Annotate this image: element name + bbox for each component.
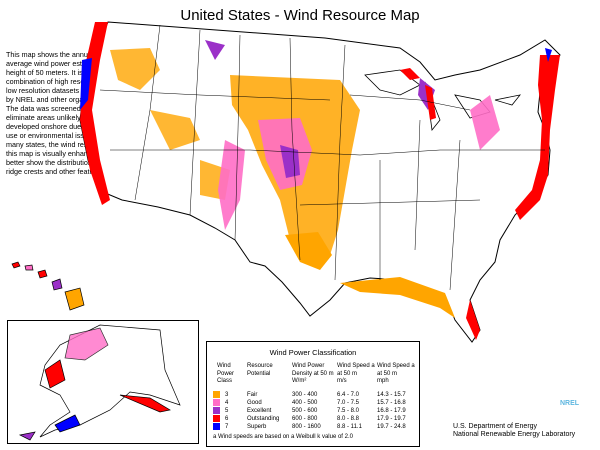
legend-row: 3 Fair 300 - 400 6.4 - 7.0 14.3 - 15.7 — [213, 391, 417, 399]
legend-speed-mph: 16.8 - 17.9 — [377, 408, 406, 414]
outstanding-florida — [466, 300, 480, 340]
legend-footnote: a Wind speeds are based on a Weibull k v… — [213, 434, 353, 440]
legend-speed-ms: 8.8 - 11.1 — [337, 424, 362, 430]
legend-speed-mph: 14.3 - 15.7 — [377, 392, 406, 398]
legend-speed-ms: 7.0 - 7.5 — [337, 400, 360, 406]
legend-swatch — [213, 407, 220, 414]
legend-title: Wind Power Classification — [269, 348, 357, 357]
legend-class: 7 — [225, 424, 229, 430]
nrel-logo: NREL — [560, 400, 580, 407]
good-zone-rockies — [218, 140, 245, 230]
alaska-inset-frame — [7, 320, 199, 444]
legend-density: 300 - 400 — [292, 392, 318, 398]
legend-density: 500 - 600 — [292, 408, 318, 414]
legend-header-speed-mph: Wind Speed a at 50 m mph — [377, 363, 415, 384]
hawaii — [11, 261, 85, 311]
superb-northeast — [545, 48, 552, 62]
fair-zone-gulf — [340, 277, 455, 318]
great-lakes — [364, 69, 521, 131]
legend-header-speed-ms: Wind Speed a at 50 m m/s — [337, 363, 375, 384]
legend-class: 4 — [225, 400, 229, 406]
legend-class: 6 — [225, 416, 229, 422]
legend-speed-mph: 15.7 - 16.8 — [377, 400, 406, 406]
legend-density: 800 - 1600 — [292, 424, 321, 430]
credit: U.S. Department of Energy National Renew… — [453, 423, 575, 439]
good-zone-northeast — [470, 95, 500, 150]
legend-class: 5 — [225, 408, 229, 414]
fair-zone-texas — [285, 232, 332, 270]
legend-speed-mph: 19.7 - 24.8 — [377, 424, 406, 430]
map-title: United States - Wind Resource Map — [180, 7, 420, 24]
legend-speed-ms: 8.0 - 8.8 — [337, 416, 360, 422]
credit-line-1: U.S. Department of Energy — [453, 423, 538, 430]
legend-potential: Excellent — [247, 408, 272, 414]
legend-density: 400 - 500 — [292, 400, 318, 406]
legend-header-potential: Resource Potential — [247, 363, 273, 377]
legend-row: 4 Good 400 - 500 7.0 - 7.5 15.7 - 16.8 — [213, 399, 417, 407]
legend-swatch — [213, 399, 220, 406]
legend-row: 6 Outstanding 600 - 800 8.0 - 8.8 17.9 -… — [213, 415, 417, 423]
legend-speed-ms: 6.4 - 7.0 — [337, 392, 360, 398]
fair-zone-west — [110, 48, 230, 200]
legend-class: 3 — [225, 392, 229, 398]
legend-swatch — [213, 415, 220, 422]
legend-speed-ms: 7.5 - 8.0 — [337, 408, 360, 414]
legend-speed-mph: 17.9 - 19.7 — [377, 416, 406, 422]
legend-header-density: Wind Power Density at 50 m W/m² — [292, 363, 334, 384]
outstanding-east-coast — [515, 55, 560, 220]
superb-west-coast — [80, 58, 92, 110]
credit-line-2: National Renewable Energy Laboratory — [453, 431, 576, 438]
legend-swatch — [213, 391, 220, 398]
state-boundaries — [99, 24, 545, 291]
legend-row: 5 Excellent 500 - 600 7.5 - 8.0 16.8 - 1… — [213, 407, 417, 415]
legend-header-class: Wind Power Class — [217, 363, 235, 384]
map-description: This map shows the annual average wind p… — [6, 50, 118, 176]
legend-row: 7 Superb 800 - 1600 8.8 - 11.1 19.7 - 24… — [213, 423, 417, 431]
legend-potential: Fair — [247, 392, 258, 398]
legend-potential: Good — [247, 400, 262, 406]
outstanding-great-lakes — [400, 68, 436, 120]
wind-power-legend: Wind Power Classification Wind Power Cla… — [206, 341, 420, 447]
legend-density: 600 - 800 — [292, 416, 318, 422]
legend-potential: Outstanding — [247, 416, 280, 422]
alaska — [18, 324, 181, 441]
legend-potential: Superb — [247, 424, 267, 430]
legend-swatch — [213, 423, 220, 430]
